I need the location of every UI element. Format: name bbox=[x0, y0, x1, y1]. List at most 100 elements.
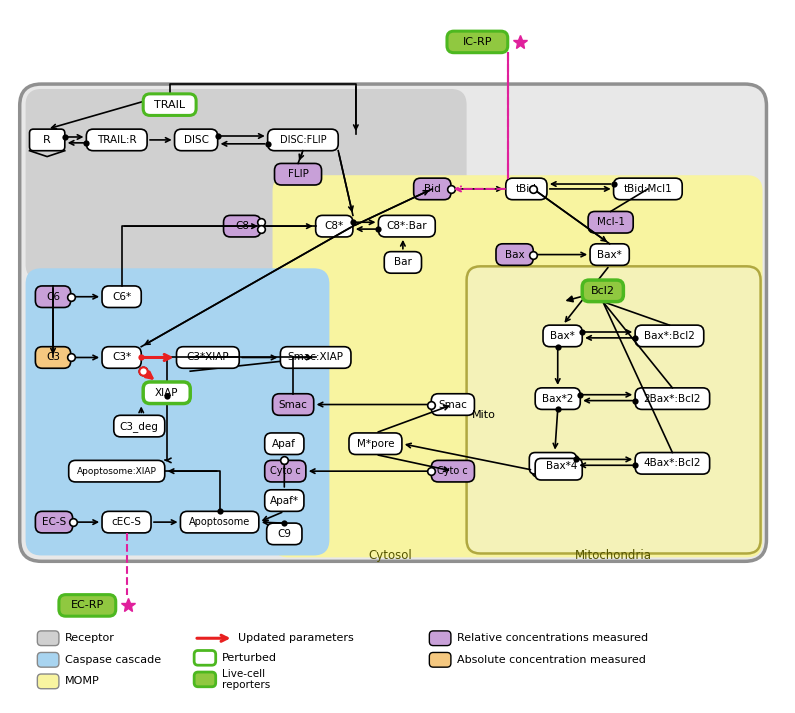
FancyBboxPatch shape bbox=[535, 458, 582, 480]
FancyBboxPatch shape bbox=[447, 31, 508, 53]
Text: Bax*:Bcl2: Bax*:Bcl2 bbox=[644, 331, 695, 341]
FancyBboxPatch shape bbox=[635, 453, 710, 474]
Text: C8: C8 bbox=[235, 221, 249, 231]
Text: IC-RP: IC-RP bbox=[463, 37, 492, 47]
Text: C8*:Bar: C8*:Bar bbox=[386, 221, 427, 231]
FancyBboxPatch shape bbox=[635, 388, 710, 409]
FancyBboxPatch shape bbox=[265, 461, 306, 482]
FancyBboxPatch shape bbox=[36, 286, 71, 307]
FancyBboxPatch shape bbox=[194, 672, 215, 687]
Text: Relative concentrations measured: Relative concentrations measured bbox=[457, 633, 648, 643]
Text: MOMP: MOMP bbox=[64, 677, 99, 687]
FancyBboxPatch shape bbox=[36, 511, 72, 533]
Text: Bax: Bax bbox=[505, 250, 525, 260]
FancyBboxPatch shape bbox=[143, 94, 196, 116]
Text: Bcl2: Bcl2 bbox=[591, 286, 615, 296]
FancyBboxPatch shape bbox=[180, 511, 259, 533]
Text: M*pore: M*pore bbox=[357, 438, 394, 448]
Text: C3*: C3* bbox=[112, 352, 131, 362]
FancyBboxPatch shape bbox=[143, 382, 190, 404]
Text: cEC-S: cEC-S bbox=[111, 517, 142, 527]
FancyBboxPatch shape bbox=[413, 178, 451, 200]
Text: Caspase cascade: Caspase cascade bbox=[64, 655, 161, 665]
Text: Bax*: Bax* bbox=[597, 250, 622, 260]
FancyBboxPatch shape bbox=[37, 674, 59, 689]
Text: Cyto c: Cyto c bbox=[437, 466, 468, 476]
Text: FLIP: FLIP bbox=[288, 169, 308, 179]
Text: 2Bax*:Bcl2: 2Bax*:Bcl2 bbox=[644, 394, 701, 404]
FancyBboxPatch shape bbox=[20, 84, 766, 561]
Text: Smac: Smac bbox=[279, 399, 308, 409]
Text: Cyto c: Cyto c bbox=[270, 466, 301, 476]
FancyBboxPatch shape bbox=[59, 595, 116, 616]
Text: tBid: tBid bbox=[516, 184, 537, 194]
Text: Apoptosome:XIAP: Apoptosome:XIAP bbox=[77, 467, 157, 476]
FancyBboxPatch shape bbox=[496, 244, 533, 265]
Text: Bax*2: Bax*2 bbox=[542, 394, 573, 404]
FancyBboxPatch shape bbox=[384, 252, 421, 273]
FancyBboxPatch shape bbox=[265, 433, 304, 454]
FancyBboxPatch shape bbox=[429, 652, 451, 667]
FancyBboxPatch shape bbox=[223, 215, 261, 237]
FancyBboxPatch shape bbox=[87, 129, 147, 150]
Text: EC-RP: EC-RP bbox=[71, 600, 104, 610]
Text: Bax*: Bax* bbox=[550, 331, 575, 341]
Text: Apoptosome: Apoptosome bbox=[189, 517, 250, 527]
FancyBboxPatch shape bbox=[194, 650, 215, 665]
Text: Apaf*: Apaf* bbox=[270, 496, 299, 506]
FancyBboxPatch shape bbox=[37, 631, 59, 645]
FancyBboxPatch shape bbox=[25, 268, 329, 555]
Text: Smac: Smac bbox=[438, 399, 467, 409]
Text: DISC: DISC bbox=[184, 135, 208, 145]
FancyBboxPatch shape bbox=[588, 212, 633, 233]
Text: R: R bbox=[43, 135, 51, 145]
Text: C8*: C8* bbox=[324, 221, 344, 231]
Text: Receptor: Receptor bbox=[64, 633, 114, 643]
FancyBboxPatch shape bbox=[590, 244, 630, 265]
FancyBboxPatch shape bbox=[582, 280, 623, 302]
Text: Smac:XIAP: Smac:XIAP bbox=[288, 352, 343, 362]
FancyBboxPatch shape bbox=[268, 129, 338, 150]
Text: 4Bax*:Bcl2: 4Bax*:Bcl2 bbox=[644, 458, 701, 468]
FancyBboxPatch shape bbox=[102, 286, 142, 307]
FancyBboxPatch shape bbox=[532, 456, 580, 477]
FancyBboxPatch shape bbox=[176, 347, 239, 368]
Text: TRAIL: TRAIL bbox=[154, 100, 185, 110]
Text: Mitochondria: Mitochondria bbox=[575, 548, 652, 562]
Text: Mito: Mito bbox=[472, 410, 496, 420]
Text: C3*XIAP: C3*XIAP bbox=[187, 352, 229, 362]
Text: Updated parameters: Updated parameters bbox=[238, 633, 354, 643]
Text: tBid:Mcl1: tBid:Mcl1 bbox=[623, 184, 673, 194]
FancyBboxPatch shape bbox=[543, 325, 582, 347]
Text: Bid: Bid bbox=[424, 184, 440, 194]
FancyBboxPatch shape bbox=[378, 215, 435, 237]
Text: Perturbed: Perturbed bbox=[222, 653, 277, 663]
FancyBboxPatch shape bbox=[68, 461, 165, 482]
FancyBboxPatch shape bbox=[432, 461, 475, 482]
Text: Live-cell
reporters: Live-cell reporters bbox=[222, 669, 270, 690]
Text: C6*: C6* bbox=[112, 292, 131, 302]
FancyBboxPatch shape bbox=[273, 394, 314, 415]
FancyBboxPatch shape bbox=[29, 129, 64, 150]
Text: C9: C9 bbox=[277, 529, 291, 539]
FancyBboxPatch shape bbox=[349, 433, 402, 454]
Text: C6: C6 bbox=[46, 292, 60, 302]
FancyBboxPatch shape bbox=[265, 490, 304, 511]
FancyBboxPatch shape bbox=[102, 347, 142, 368]
Text: XIAP: XIAP bbox=[155, 388, 178, 398]
FancyBboxPatch shape bbox=[36, 347, 71, 368]
Text: Mcl-1: Mcl-1 bbox=[597, 217, 625, 227]
FancyBboxPatch shape bbox=[37, 652, 59, 667]
Text: Absolute concentration measured: Absolute concentration measured bbox=[457, 655, 646, 665]
FancyBboxPatch shape bbox=[506, 178, 547, 200]
FancyBboxPatch shape bbox=[102, 511, 151, 533]
Text: Apaf: Apaf bbox=[273, 438, 297, 448]
FancyBboxPatch shape bbox=[614, 178, 682, 200]
FancyBboxPatch shape bbox=[432, 394, 475, 415]
Text: DISC:FLIP: DISC:FLIP bbox=[280, 135, 326, 145]
FancyBboxPatch shape bbox=[316, 215, 353, 237]
FancyBboxPatch shape bbox=[266, 523, 302, 545]
Text: EC-S: EC-S bbox=[42, 517, 66, 527]
Text: C3: C3 bbox=[46, 352, 60, 362]
Text: Cytosol: Cytosol bbox=[368, 548, 412, 562]
